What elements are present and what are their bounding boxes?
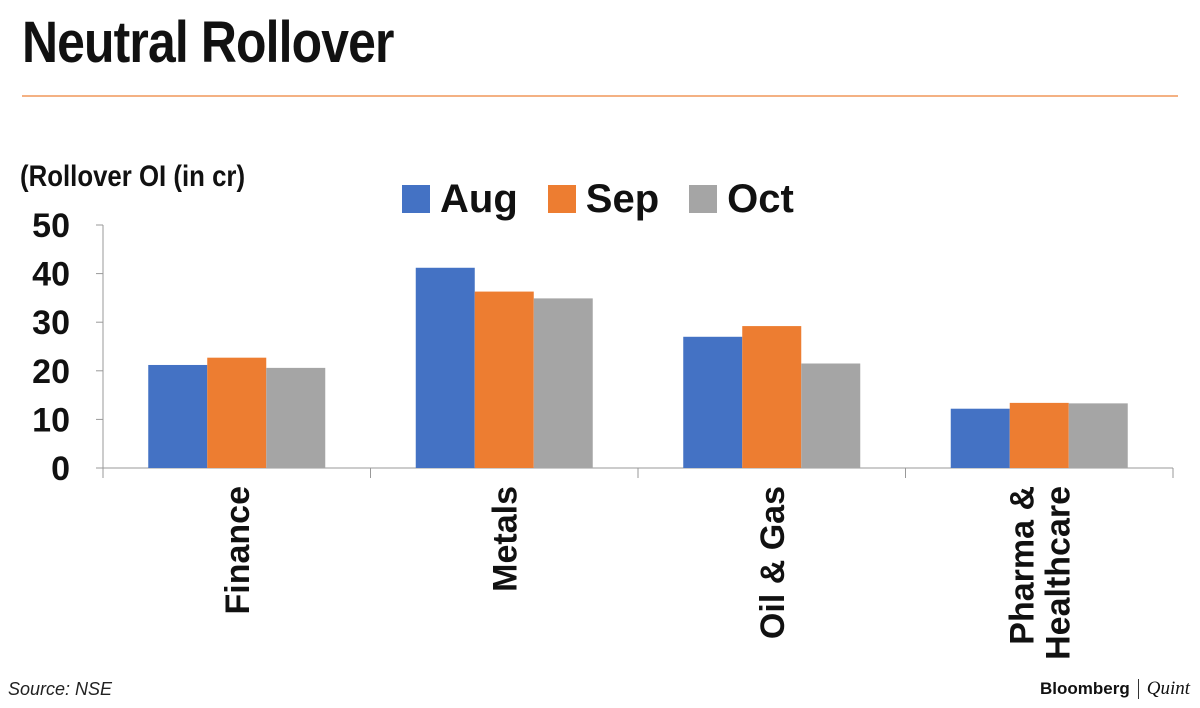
bar-sep xyxy=(474,291,534,468)
brand-separator xyxy=(1137,679,1139,699)
y-tick-label: 10 xyxy=(32,401,70,439)
bar-oct xyxy=(533,298,593,468)
y-tick-label: 0 xyxy=(51,450,70,488)
x-tick-label-line: Metals xyxy=(486,486,524,592)
x-tick-label-line: Oil & Gas xyxy=(754,486,792,639)
bar-sep xyxy=(1009,402,1069,468)
bar-aug xyxy=(415,267,475,468)
bar-aug xyxy=(148,364,208,468)
bar-aug xyxy=(950,408,1010,468)
legend-label: Sep xyxy=(585,176,660,221)
brand-primary: Bloomberg xyxy=(1039,679,1130,698)
legend-label: Aug xyxy=(440,176,518,221)
brand-secondary: Quint xyxy=(1146,678,1190,699)
title-divider xyxy=(22,95,1178,97)
y-tick-label: 40 xyxy=(32,256,70,294)
legend-item-oct: Oct xyxy=(689,177,794,222)
bar-oct xyxy=(801,363,861,468)
x-tick-label: Pharma &Healthcare xyxy=(1003,486,1077,660)
legend: Aug Sep Oct xyxy=(402,174,824,224)
x-tick-label: Oil & Gas xyxy=(754,486,792,639)
chart-title: Neutral Rollover xyxy=(22,10,394,75)
x-tick-label-line: Pharma & xyxy=(1003,486,1041,645)
y-tick-label: 20 xyxy=(32,353,70,391)
legend-swatch xyxy=(689,185,718,213)
bar-oct xyxy=(1068,403,1128,468)
bar-sep xyxy=(742,326,802,468)
x-tick-label-line: Healthcare xyxy=(1039,486,1077,660)
legend-item-sep: Sep xyxy=(547,176,660,222)
y-axis-label: (Rollover OI (in cr) xyxy=(20,160,246,193)
y-tick-label: 30 xyxy=(32,304,70,342)
x-tick-label-line: Finance xyxy=(219,486,257,614)
y-tick-label: 50 xyxy=(32,207,70,245)
legend-swatch xyxy=(547,185,576,213)
legend-label: Oct xyxy=(727,176,794,221)
legend-item-aug: Aug xyxy=(402,177,518,222)
x-tick-label: Finance xyxy=(219,486,257,614)
x-tick-label: Metals xyxy=(486,486,524,592)
legend-swatch xyxy=(402,185,430,213)
bar-oct xyxy=(266,367,326,468)
source-note: Source: NSE xyxy=(8,679,113,699)
bar-sep xyxy=(207,357,267,468)
brand-logo: Bloomberg Quint xyxy=(1040,678,1190,700)
bar-aug xyxy=(683,336,743,468)
